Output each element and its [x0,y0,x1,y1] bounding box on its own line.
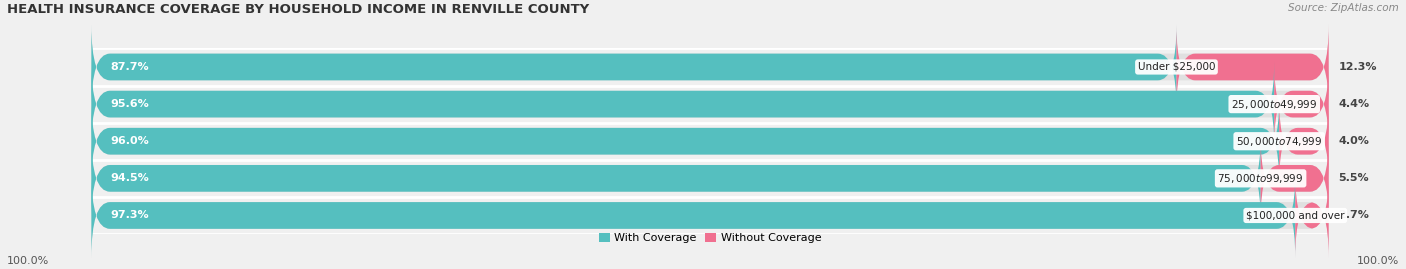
Text: $75,000 to $99,999: $75,000 to $99,999 [1218,172,1303,185]
FancyBboxPatch shape [91,136,1261,221]
FancyBboxPatch shape [1279,99,1329,183]
FancyBboxPatch shape [91,62,1274,146]
Text: $25,000 to $49,999: $25,000 to $49,999 [1232,98,1317,111]
Text: 95.6%: 95.6% [110,99,149,109]
Text: 100.0%: 100.0% [7,256,49,266]
FancyBboxPatch shape [1295,173,1329,258]
FancyBboxPatch shape [91,173,1329,258]
Text: 87.7%: 87.7% [110,62,149,72]
FancyBboxPatch shape [91,25,1329,109]
FancyBboxPatch shape [91,25,1177,109]
Legend: With Coverage, Without Coverage: With Coverage, Without Coverage [599,233,821,243]
FancyBboxPatch shape [91,99,1329,183]
Text: 97.3%: 97.3% [110,210,149,221]
Text: 4.0%: 4.0% [1339,136,1369,146]
Text: HEALTH INSURANCE COVERAGE BY HOUSEHOLD INCOME IN RENVILLE COUNTY: HEALTH INSURANCE COVERAGE BY HOUSEHOLD I… [7,3,589,16]
FancyBboxPatch shape [1261,136,1329,221]
Text: 5.5%: 5.5% [1339,173,1369,183]
FancyBboxPatch shape [91,62,1329,146]
Text: 96.0%: 96.0% [110,136,149,146]
Text: 2.7%: 2.7% [1339,210,1369,221]
Text: $50,000 to $74,999: $50,000 to $74,999 [1236,135,1322,148]
FancyBboxPatch shape [91,173,1295,258]
FancyBboxPatch shape [91,136,1329,221]
Text: 4.4%: 4.4% [1339,99,1369,109]
Text: 100.0%: 100.0% [1357,256,1399,266]
FancyBboxPatch shape [1177,25,1329,109]
Text: $100,000 and over: $100,000 and over [1246,210,1344,221]
Text: 94.5%: 94.5% [110,173,149,183]
FancyBboxPatch shape [1274,62,1329,146]
Text: Source: ZipAtlas.com: Source: ZipAtlas.com [1288,3,1399,13]
Text: 12.3%: 12.3% [1339,62,1376,72]
FancyBboxPatch shape [91,99,1279,183]
Text: Under $25,000: Under $25,000 [1137,62,1215,72]
